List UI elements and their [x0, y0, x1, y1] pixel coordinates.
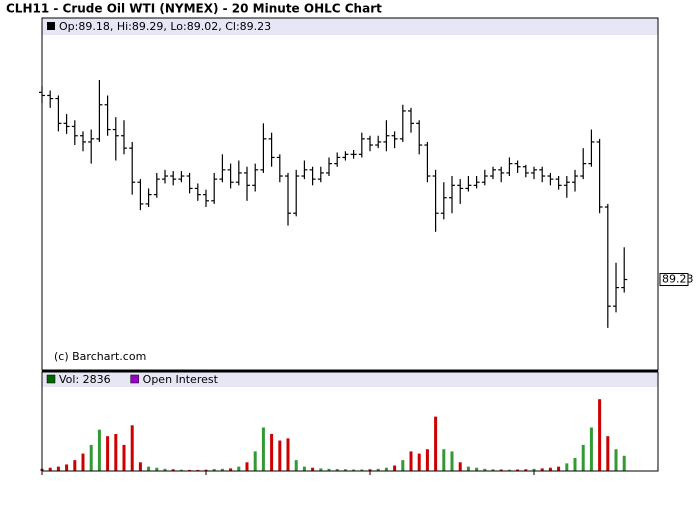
- volume-bar: [212, 469, 216, 471]
- volume-bar: [483, 468, 487, 471]
- volume-bar: [278, 440, 282, 471]
- volume-bar: [507, 469, 511, 471]
- volume-bar: [384, 467, 388, 471]
- volume-bar: [352, 469, 356, 471]
- volume-bar: [434, 416, 438, 471]
- volume-bar: [368, 469, 372, 471]
- watermark: (c) Barchart.com: [54, 350, 146, 363]
- volume-bar: [229, 468, 233, 471]
- volume-bar: [204, 469, 208, 471]
- volume-bar: [253, 451, 257, 471]
- volume-bar: [130, 425, 134, 471]
- volume-bar: [393, 465, 397, 471]
- volume-bar: [606, 436, 610, 471]
- volume-bar: [409, 451, 413, 471]
- volume-bar: [188, 469, 192, 471]
- price-legend-strip: [42, 18, 658, 35]
- last-price-label: 89.23: [662, 273, 694, 286]
- volume-bar: [196, 469, 200, 471]
- volume-bar: [56, 466, 60, 471]
- legend-label: Vol: 2836: [59, 373, 111, 386]
- volume-bar: [540, 468, 544, 471]
- volume-bar: [327, 468, 331, 471]
- last-price-box: [659, 273, 689, 287]
- volume-bar: [401, 460, 405, 471]
- volume-bar: [557, 466, 561, 471]
- frame-layer: Op:89.18, Hi:89.29, Lo:89.02, Cl:89.23 (…: [41, 17, 694, 475]
- volume-bar: [466, 466, 470, 471]
- volume-bar: [245, 462, 249, 471]
- volume-bar: [114, 434, 118, 471]
- volume-bar: [589, 427, 593, 471]
- volume-bar: [491, 469, 495, 471]
- mark-layer: [39, 79, 628, 471]
- volume-bar: [311, 467, 315, 471]
- volume-bar: [343, 469, 347, 471]
- volume-bar: [302, 466, 306, 471]
- price-legend-swatch: [47, 22, 55, 30]
- volume-bar: [442, 449, 446, 471]
- volume-bar: [598, 399, 602, 471]
- volume-bar: [179, 469, 183, 471]
- volume-bar: [155, 467, 159, 471]
- volume-bar: [581, 444, 585, 471]
- volume-bar: [89, 444, 93, 471]
- legend-swatch: [46, 374, 56, 384]
- volume-bar: [286, 438, 290, 471]
- volume-bar: [220, 468, 224, 471]
- volume-bar: [376, 468, 380, 471]
- volume-bar: [360, 469, 364, 471]
- volume-bar: [294, 460, 298, 471]
- volume-bar: [48, 467, 52, 471]
- volume-bar: [614, 449, 618, 471]
- volume-bar: [565, 463, 569, 471]
- price-panel: [42, 18, 658, 370]
- volume-bar: [261, 427, 265, 471]
- volume-bar: [237, 466, 241, 471]
- volume-bar: [622, 455, 626, 471]
- volume-bar: [573, 457, 577, 471]
- volume-bar: [73, 460, 77, 471]
- price-legend-text: Op:89.18, Hi:89.29, Lo:89.02, Cl:89.23: [59, 20, 271, 33]
- volume-bar: [425, 449, 429, 471]
- volume-bar: [499, 469, 503, 471]
- legend-swatch: [130, 374, 139, 384]
- volume-bar: [65, 464, 69, 471]
- volume-bar: [516, 469, 520, 471]
- volume-bar: [548, 467, 552, 471]
- volume-bar: [97, 429, 101, 471]
- volume-bar: [138, 462, 142, 471]
- volume-bar: [458, 462, 462, 471]
- volume-bar: [171, 469, 175, 471]
- volume-bar: [106, 436, 110, 471]
- volume-bar: [270, 434, 274, 471]
- volume-bar: [147, 466, 151, 471]
- volume-bar: [524, 469, 528, 471]
- volume-bar: [335, 469, 339, 471]
- volume-bar: [163, 468, 167, 471]
- chart-title: CLH11 - Crude Oil WTI (NYMEX) - 20 Minut…: [6, 2, 382, 16]
- volume-bar: [475, 467, 479, 471]
- volume-bar: [450, 451, 454, 471]
- volume-bar: [319, 468, 323, 471]
- volume-bar: [532, 468, 536, 471]
- volume-panel: [42, 372, 658, 471]
- volume-bar: [122, 444, 126, 471]
- volume-legend-strip: [42, 372, 658, 387]
- legend-label: Open Interest: [143, 373, 219, 386]
- volume-bar: [417, 453, 421, 471]
- volume-bar: [81, 453, 85, 471]
